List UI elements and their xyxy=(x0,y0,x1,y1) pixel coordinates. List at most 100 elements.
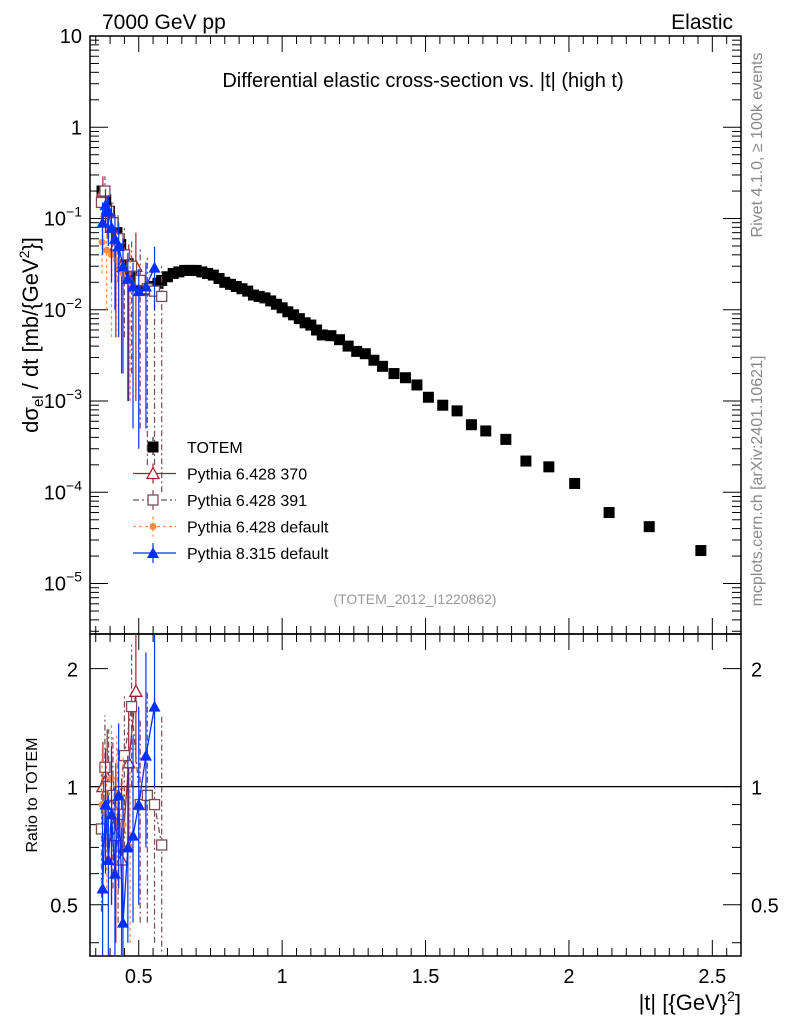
main-point-totem xyxy=(190,264,202,276)
main-point-py8_default xyxy=(148,261,161,273)
main-y-ticks: 10 1 10−1 10−2 10−3 10−4 10−5 xyxy=(44,26,741,632)
main-point-totem xyxy=(207,269,219,281)
ratio-point-py8_default xyxy=(96,882,109,894)
ratio-point-py6_391 xyxy=(118,749,131,762)
main-plot: Differential elastic cross-section vs. |… xyxy=(16,26,742,635)
main-point-py8_default xyxy=(108,232,121,244)
main-point-py6_391 xyxy=(125,260,138,272)
ratio-x-tick-label: 2.5 xyxy=(698,966,726,988)
main-point-totem xyxy=(184,264,196,276)
main-point-totem xyxy=(480,425,492,437)
ratio-y-tick-label-right: 0.5 xyxy=(751,896,779,918)
main-point-totem xyxy=(437,399,449,411)
ratio-series xyxy=(95,634,168,956)
ratio-point-py8_default xyxy=(121,841,134,853)
ratio-y-axis-label: Ratio to TOTEM xyxy=(24,738,41,853)
main-point-totem xyxy=(167,267,179,279)
main-point-totem xyxy=(242,285,254,297)
main-point-py6_default xyxy=(103,246,111,254)
ratio-y-ticks: 0.5 0.5 1 1 2 2 xyxy=(50,660,779,944)
main-point-totem xyxy=(603,507,615,519)
ratio-x-tick-label: 1.5 xyxy=(412,966,440,988)
main-point-totem xyxy=(543,461,555,473)
ratio-point-py8_default xyxy=(102,854,115,866)
ratio-point-py8_default xyxy=(139,749,152,761)
legend-item-py6_default: Pythia 6.428 default xyxy=(133,516,329,537)
rivet-label: Rivet 4.1.0, ≥ 100k events xyxy=(749,53,766,238)
main-point-totem xyxy=(695,545,707,557)
main-point-totem xyxy=(422,391,434,403)
ratio-point-py8_default xyxy=(127,829,140,841)
main-point-py6_391 xyxy=(156,290,168,303)
ratio-y-tick-label-right: 1 xyxy=(751,778,762,800)
main-point-totem xyxy=(225,278,237,290)
main-point-totem xyxy=(411,379,423,391)
main-point-py8_default xyxy=(127,280,140,292)
main-point-py8_default xyxy=(121,272,134,284)
main-y-tick-label: 10 xyxy=(60,26,82,48)
ratio-point-py8_default xyxy=(132,798,145,810)
legend-swatch-marker xyxy=(147,547,159,558)
main-point-totem xyxy=(325,330,337,342)
ratio-point-py8_default xyxy=(99,798,112,810)
main-point-totem xyxy=(388,368,400,380)
main-point-totem xyxy=(219,276,231,288)
ratio-point-py8_default xyxy=(112,789,125,801)
main-y-tick-label: 1 xyxy=(71,117,82,139)
legend-label: Pythia 6.428 370 xyxy=(187,467,307,484)
analysis-watermark: (TOTEM_2012_I1220862) xyxy=(333,591,496,607)
main-point-totem xyxy=(161,271,173,283)
main-point-totem xyxy=(334,334,346,346)
main-point-totem xyxy=(500,433,512,445)
ratio-x-tick-label: 2 xyxy=(563,966,574,988)
header-left: 7000 GeV pp xyxy=(102,11,226,34)
ratio-x-tick-label: 0.5 xyxy=(125,966,153,988)
legend-item-py8_default: Pythia 8.315 default xyxy=(133,543,329,563)
main-point-totem xyxy=(259,292,271,304)
ratio-series-line xyxy=(101,706,156,923)
main-point-totem xyxy=(399,372,411,384)
main-point-totem xyxy=(276,302,288,314)
main-point-totem xyxy=(288,309,300,321)
main-point-totem xyxy=(520,455,532,467)
legend-swatch-marker xyxy=(145,466,161,480)
main-y-tick-label: 10−5 xyxy=(44,569,82,596)
mcplots-label: mcplots.cern.ch [arXiv:2401.10621] xyxy=(749,356,766,607)
main-point-totem xyxy=(316,329,328,341)
main-point-py8_default xyxy=(116,260,129,272)
ratio-x-ticks: 0.5 1 1.5 2 2.5 xyxy=(95,634,742,988)
legend-item-py6_370: Pythia 6.428 370 xyxy=(133,463,307,484)
ratio-series-py8_default xyxy=(96,634,161,956)
ratio-y-tick-label: 1 xyxy=(67,778,78,800)
legend-label: Pythia 6.428 391 xyxy=(187,493,307,510)
legend-item-py6_391: Pythia 6.428 391 xyxy=(133,490,307,510)
main-point-totem xyxy=(247,289,259,301)
main-point-totem xyxy=(342,340,354,352)
main-point-totem xyxy=(351,345,363,357)
main-point-py8_default xyxy=(105,221,118,233)
main-point-totem xyxy=(179,264,191,276)
legend-label: Pythia 8.315 default xyxy=(187,546,329,563)
main-point-totem xyxy=(451,405,463,417)
main-point-totem xyxy=(196,266,208,278)
main-title: Differential elastic cross-section vs. |… xyxy=(222,70,623,92)
main-point-totem xyxy=(265,295,277,307)
ratio-point-py8_default xyxy=(148,700,161,712)
legend-swatch-marker xyxy=(147,441,159,453)
main-point-totem xyxy=(643,521,655,533)
main-point-totem xyxy=(213,273,225,285)
main-y-tick-label: 10−1 xyxy=(44,204,82,231)
main-point-totem xyxy=(236,283,248,295)
ratio-plot: 0.5 0.5 1 1 2 2 0.5 1 1.5 2 2.5 Ratio to TOTEM |t… xyxy=(24,633,779,1015)
ratio-point-py6_391 xyxy=(125,700,138,713)
main-series-py8_default xyxy=(96,189,161,449)
main-point-totem xyxy=(173,266,185,278)
main-point-totem xyxy=(270,298,282,310)
main-point-totem xyxy=(569,477,581,489)
main-x-ticks xyxy=(95,36,742,634)
main-point-py8_default xyxy=(102,205,115,217)
main-point-totem xyxy=(377,360,389,372)
main-point-totem xyxy=(253,290,265,302)
legend-label: Pythia 6.428 default xyxy=(187,520,329,537)
